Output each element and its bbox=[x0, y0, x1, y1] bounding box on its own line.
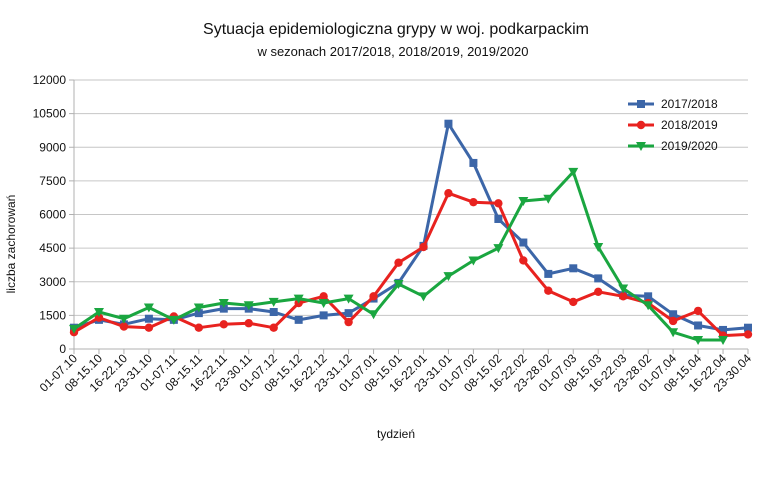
data-point bbox=[669, 310, 678, 319]
data-point bbox=[418, 292, 429, 302]
y-tick-label: 9000 bbox=[39, 140, 66, 154]
data-point bbox=[293, 294, 304, 304]
legend-entry: 2018/2019 bbox=[628, 118, 718, 132]
data-point bbox=[544, 286, 553, 295]
y-tick-label: 7500 bbox=[39, 174, 66, 188]
legend-marker bbox=[636, 120, 646, 130]
data-point bbox=[569, 297, 578, 307]
legend-entry: 2017/2018 bbox=[628, 97, 718, 111]
y-tick-label: 10500 bbox=[33, 107, 67, 121]
data-point bbox=[269, 323, 278, 332]
data-point bbox=[444, 119, 453, 128]
data-point bbox=[268, 297, 279, 307]
data-point bbox=[668, 328, 679, 338]
data-point bbox=[69, 324, 79, 334]
data-point bbox=[144, 323, 154, 332]
data-point bbox=[419, 242, 428, 252]
data-point bbox=[469, 197, 478, 207]
data-point bbox=[593, 243, 604, 253]
data-point bbox=[344, 309, 353, 318]
data-point bbox=[94, 313, 104, 322]
data-point bbox=[494, 199, 503, 208]
data-point bbox=[369, 292, 378, 301]
data-point bbox=[618, 284, 629, 294]
data-point bbox=[394, 258, 403, 267]
data-point bbox=[219, 304, 228, 313]
data-point bbox=[393, 279, 404, 289]
data-point bbox=[519, 238, 528, 247]
data-point bbox=[318, 299, 329, 309]
data-point bbox=[693, 306, 703, 316]
data-point bbox=[119, 322, 129, 331]
data-point bbox=[668, 316, 678, 326]
data-point bbox=[218, 299, 229, 309]
data-point bbox=[518, 197, 529, 207]
legend-label: 2019/2020 bbox=[661, 139, 718, 153]
data-point bbox=[243, 301, 254, 311]
data-point bbox=[694, 321, 703, 330]
data-point bbox=[468, 256, 479, 266]
legend-marker bbox=[637, 100, 645, 108]
data-point bbox=[194, 309, 203, 318]
data-point bbox=[569, 264, 578, 273]
data-point bbox=[244, 319, 253, 328]
data-point bbox=[744, 323, 752, 332]
data-point bbox=[644, 292, 653, 301]
series-line bbox=[73, 191, 749, 338]
data-point bbox=[344, 317, 353, 327]
data-point bbox=[193, 303, 204, 313]
data-point bbox=[269, 308, 278, 317]
data-point bbox=[194, 323, 204, 332]
data-point bbox=[493, 244, 504, 254]
data-point bbox=[93, 308, 104, 318]
data-point bbox=[719, 325, 728, 334]
data-point bbox=[168, 315, 179, 325]
data-point bbox=[368, 310, 379, 320]
data-point bbox=[544, 269, 553, 278]
y-axis-label: liczba zachorowań bbox=[4, 195, 18, 294]
data-point bbox=[519, 256, 528, 265]
y-tick-label: 4500 bbox=[39, 241, 66, 255]
y-tick-label: 1500 bbox=[39, 308, 66, 322]
data-point bbox=[594, 274, 603, 283]
data-point bbox=[219, 320, 228, 329]
data-point bbox=[743, 330, 753, 339]
chart-title: Sytuacja epidemiologiczna grypy w woj. p… bbox=[203, 21, 589, 38]
data-point bbox=[693, 336, 704, 346]
data-point bbox=[143, 303, 154, 313]
legend-label: 2018/2019 bbox=[661, 118, 718, 132]
x-axis-label: tydzień bbox=[377, 427, 415, 441]
legend-label: 2017/2018 bbox=[661, 97, 718, 111]
data-point bbox=[594, 287, 603, 297]
data-point bbox=[118, 314, 129, 324]
data-point bbox=[319, 292, 328, 301]
data-point bbox=[718, 336, 729, 346]
data-point bbox=[643, 301, 654, 311]
data-point bbox=[494, 214, 503, 223]
y-tick-label: 3000 bbox=[39, 275, 66, 289]
data-point bbox=[294, 315, 303, 324]
data-point bbox=[568, 167, 579, 177]
y-tick-label: 12000 bbox=[33, 73, 67, 87]
data-point bbox=[469, 158, 478, 167]
data-point bbox=[343, 294, 354, 304]
y-tick-label: 6000 bbox=[39, 208, 66, 222]
series-2019-2020 bbox=[69, 167, 729, 346]
data-point bbox=[444, 189, 453, 198]
legend-entry: 2019/2020 bbox=[628, 139, 718, 153]
data-point bbox=[543, 194, 554, 204]
data-point bbox=[443, 272, 454, 282]
y-tick-label: 0 bbox=[59, 342, 66, 356]
data-point bbox=[618, 292, 628, 301]
legend-marker bbox=[636, 142, 646, 151]
data-point bbox=[319, 311, 328, 320]
data-point bbox=[144, 314, 153, 323]
chart-subtitle: w sezonach 2017/2018, 2018/2019, 2019/20… bbox=[256, 44, 528, 59]
